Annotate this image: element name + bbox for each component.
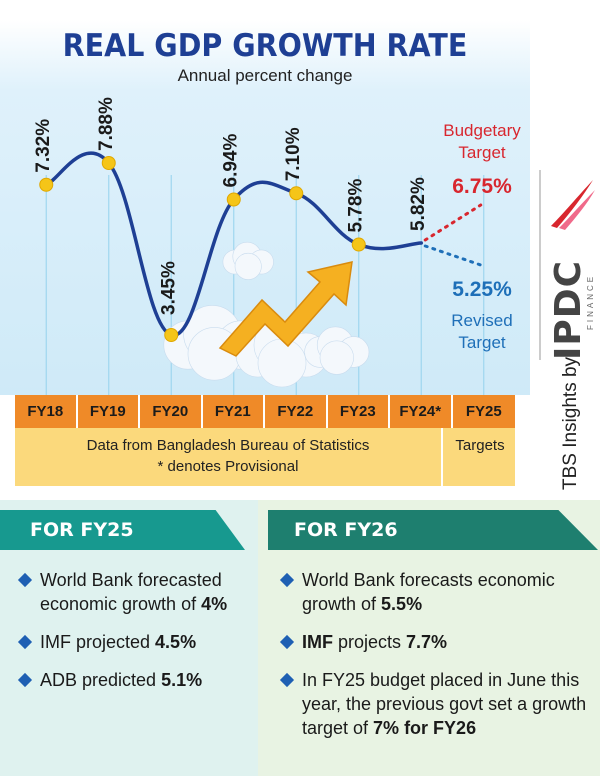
ipdc-logo	[539, 170, 595, 360]
diamond-bullet-icon	[279, 672, 295, 688]
chart-title: REAL GDP GROWTH RATE	[62, 28, 468, 64]
ipdc-logo-text: IPDC	[548, 259, 589, 360]
fy25-list: World Bank forecasted economic growth of…	[17, 568, 243, 706]
provisional-note: * denotes Provisional	[157, 458, 299, 475]
gdp-chart-svg: 7.32% 7.88% 3.45% 6.94% 7.10% 5.78% 5.82% Budge…	[33, 97, 521, 395]
fy-tick-label: FY21	[203, 395, 265, 428]
targets-label: Targets	[455, 437, 505, 454]
fy-tick-label: FY18	[15, 395, 78, 428]
fy-tick-label: FY25	[465, 403, 502, 420]
budgetary-target-value: 6.75%	[452, 175, 512, 198]
cloud-icon	[304, 326, 370, 375]
fy26-heading: FOR FY26	[268, 510, 598, 550]
diamond-bullet-icon	[279, 572, 295, 588]
info-bar: Data from Bangladesh Bureau of Statistic…	[15, 428, 515, 486]
data-point-marker	[226, 192, 241, 207]
data-label: 5.78%	[346, 179, 367, 233]
fiscal-year-bar: FY18 FY19 FY20 FY21 FY22 FY23 FY24* FY25	[15, 395, 515, 428]
forecast-list-item: IMF projected 4.5%	[17, 630, 243, 654]
fy-tick-label: FY19	[78, 395, 140, 428]
revised-target-label: Revised	[451, 311, 512, 330]
data-point-marker	[289, 186, 304, 201]
revised-target-value: 5.25%	[452, 278, 512, 301]
source-text: Data from Bangladesh Bureau of Statistic…	[86, 437, 370, 454]
forecast-list-item: In FY25 budget placed in June this year,…	[279, 668, 590, 740]
diamond-bullet-icon	[17, 672, 33, 688]
forecast-list-item: IMF projects 7.7%	[279, 630, 590, 654]
budgetary-target-label: Budgetary	[443, 121, 521, 140]
data-label: 3.45%	[158, 261, 179, 315]
cloud-icon	[222, 241, 274, 280]
growth-arrow-icon	[218, 261, 353, 357]
credit-text: TBS Insights by	[560, 356, 581, 490]
revised-target-line	[423, 244, 483, 267]
diamond-bullet-icon	[17, 634, 33, 650]
revised-target-label: Target	[458, 333, 506, 352]
data-point-marker	[39, 177, 54, 192]
budget-target-line	[423, 203, 483, 242]
data-point-marker	[101, 156, 116, 170]
ipdc-logo-sub: FINANCE	[586, 273, 595, 330]
budgetary-target-label: Target	[458, 143, 506, 162]
data-point-marker	[351, 237, 366, 252]
chart-subtitle: Annual percent change	[177, 66, 353, 85]
fy26-panel: FOR FY26 World Bank forecasts economic g…	[258, 500, 600, 776]
forecast-list-item: World Bank forecasts economic growth of …	[279, 568, 590, 616]
forecast-list-item: World Bank forecasted economic growth of…	[17, 568, 243, 616]
source-note: Data from Bangladesh Bureau of Statistic…	[15, 428, 443, 486]
data-label: 7.88%	[96, 97, 117, 151]
fy-tick-label: FY23	[328, 395, 390, 428]
swoosh-icon	[551, 180, 595, 230]
forecast-list-item: ADB predicted 5.1%	[17, 668, 243, 692]
fy25-heading: FOR FY25	[0, 510, 245, 550]
diamond-bullet-icon	[279, 634, 295, 650]
fy-tick-label: FY20	[140, 395, 203, 428]
diamond-bullet-icon	[17, 572, 33, 588]
fy-tick-label: FY24*	[390, 395, 453, 428]
forecast-section: FOR FY25 World Bank forecasted economic …	[0, 500, 600, 776]
data-label: 7.10%	[283, 127, 304, 181]
data-label: 5.82%	[408, 177, 429, 231]
data-label: 6.94%	[221, 134, 242, 188]
fy26-list: World Bank forecasts economic growth of …	[279, 568, 590, 754]
fy-tick-label: FY22	[265, 395, 328, 428]
data-point-marker	[164, 328, 179, 342]
cloud-icon	[235, 318, 329, 388]
fy25-panel: FOR FY25 World Bank forecasted economic …	[0, 500, 258, 776]
data-label: 7.32%	[33, 119, 54, 173]
